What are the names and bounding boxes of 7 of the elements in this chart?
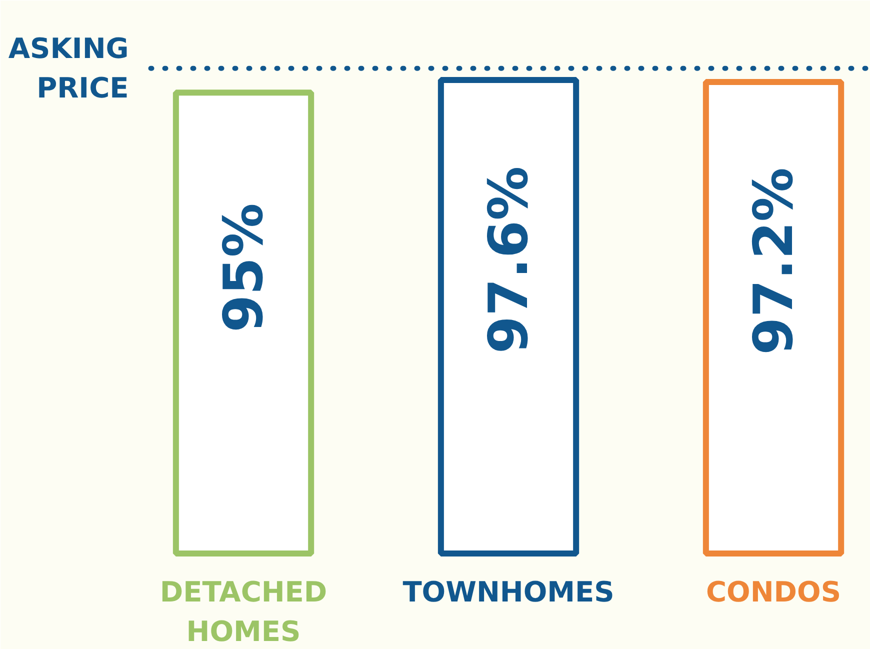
data-label: 95% [212, 203, 276, 332]
data-label: 97.2% [742, 167, 806, 355]
x-tick-label: DETACHED HOMES [160, 575, 328, 648]
ref-line-label: ASKING PRICE [8, 32, 129, 105]
data-label: 97.6% [477, 166, 540, 354]
x-tick-label: CONDOS [706, 575, 842, 608]
x-tick-label: TOWNHOMES [402, 575, 614, 608]
